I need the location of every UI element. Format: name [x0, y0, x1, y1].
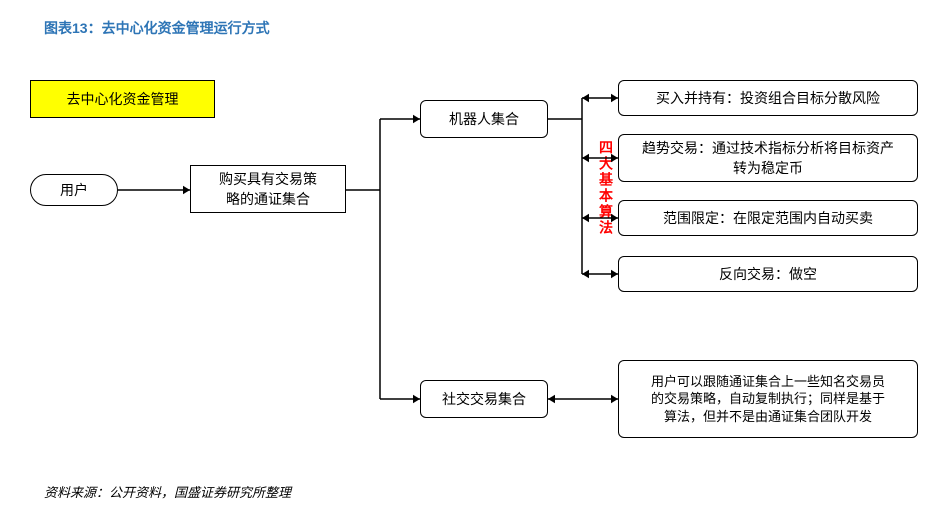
node-algo2: 趋势交易：通过技术指标分析将目标资产 转为稳定币	[618, 134, 918, 182]
node-algo2-label: 趋势交易：通过技术指标分析将目标资产 转为稳定币	[642, 138, 894, 178]
node-buy: 购买具有交易策 略的通证集合	[190, 165, 346, 213]
node-social-desc-label: 用户可以跟随通证集合上一些知名交易员 的交易策略，自动复制执行；同样是基于 算法…	[651, 373, 885, 426]
node-algo3-label: 范围限定：在限定范围内自动买卖	[663, 208, 873, 228]
highlight-card: 去中心化资金管理	[30, 80, 215, 118]
node-algo1: 买入并持有：投资组合目标分散风险	[618, 80, 918, 116]
vertical-label: 四大基本算法	[596, 140, 616, 236]
node-robot: 机器人集合	[420, 100, 548, 138]
highlight-label: 去中心化资金管理	[67, 89, 179, 109]
source-footnote: 资料来源：公开资料，国盛证券研究所整理	[44, 482, 291, 501]
node-algo4-label: 反向交易：做空	[719, 264, 817, 284]
node-social-desc: 用户可以跟随通证集合上一些知名交易员 的交易策略，自动复制执行；同样是基于 算法…	[618, 360, 918, 438]
node-algo4: 反向交易：做空	[618, 256, 918, 292]
node-algo1-label: 买入并持有：投资组合目标分散风险	[656, 88, 880, 108]
node-user: 用户	[30, 174, 118, 206]
node-user-label: 用户	[60, 180, 88, 200]
chart-title: 图表13：去中心化资金管理运行方式	[44, 18, 270, 38]
node-robot-label: 机器人集合	[449, 109, 519, 129]
node-buy-label: 购买具有交易策 略的通证集合	[219, 169, 317, 209]
node-social-label: 社交交易集合	[442, 389, 526, 409]
node-algo3: 范围限定：在限定范围内自动买卖	[618, 200, 918, 236]
node-social: 社交交易集合	[420, 380, 548, 418]
